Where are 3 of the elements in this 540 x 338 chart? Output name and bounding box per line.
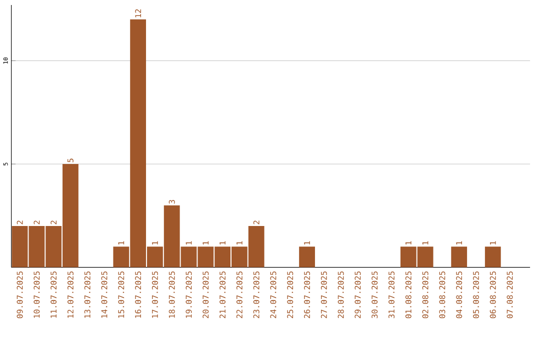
bar [299, 246, 315, 268]
bar [451, 246, 468, 268]
bar [484, 246, 501, 268]
